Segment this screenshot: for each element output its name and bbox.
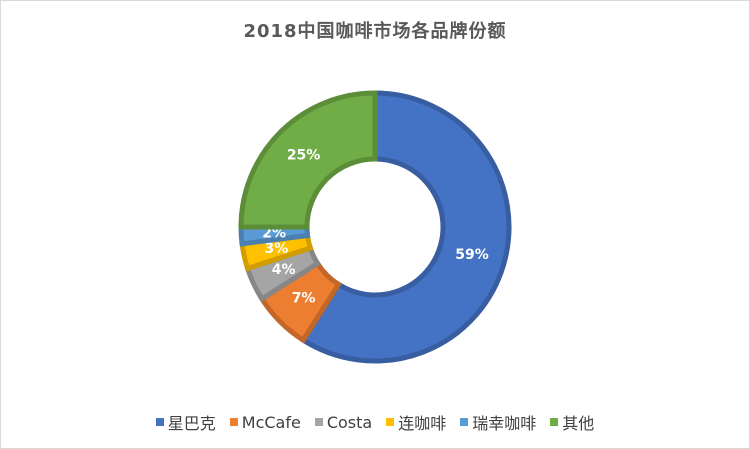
legend-item-0: 星巴克 xyxy=(155,410,216,434)
legend-label-5: 其他 xyxy=(562,414,595,433)
legend-label-2: Costa xyxy=(326,412,373,432)
legend-label-0: 星巴克 xyxy=(167,414,216,433)
legend-item-4: 瑞幸咖啡 xyxy=(460,410,536,434)
legend-swatch-3 xyxy=(386,418,395,426)
legend-item-2: Costa xyxy=(314,412,373,432)
legend-label-4: 瑞幸咖啡 xyxy=(472,414,537,433)
legend-swatch-1 xyxy=(229,418,238,426)
donut-slice-0 xyxy=(299,90,512,364)
slice-data-label-3: 3% xyxy=(265,241,289,257)
slice-data-label-1: 7% xyxy=(292,290,316,306)
legend-item-1: McCafe xyxy=(229,412,301,432)
chart-title: 2018中国咖啡市场各品牌份额 xyxy=(243,21,507,42)
legend-item-3: 连咖啡 xyxy=(386,410,446,434)
legend-item-5: 其他 xyxy=(550,410,594,434)
legend-swatch-2 xyxy=(314,418,323,426)
slice-data-label-0: 59% xyxy=(455,247,489,263)
donut-slice-5 xyxy=(238,90,378,230)
legend-label-1: McCafe xyxy=(241,412,301,432)
legend-label-3: 连咖啡 xyxy=(398,414,447,433)
slice-data-label-5: 25% xyxy=(287,148,321,164)
legend-swatch-4 xyxy=(460,418,469,426)
chart-legend: 星巴克 McCafe Costa 连咖啡 瑞幸咖啡 其他 xyxy=(1,410,749,434)
legend-swatch-0 xyxy=(155,418,164,426)
legend-swatch-5 xyxy=(550,418,559,426)
slice-data-label-2: 4% xyxy=(272,262,296,278)
